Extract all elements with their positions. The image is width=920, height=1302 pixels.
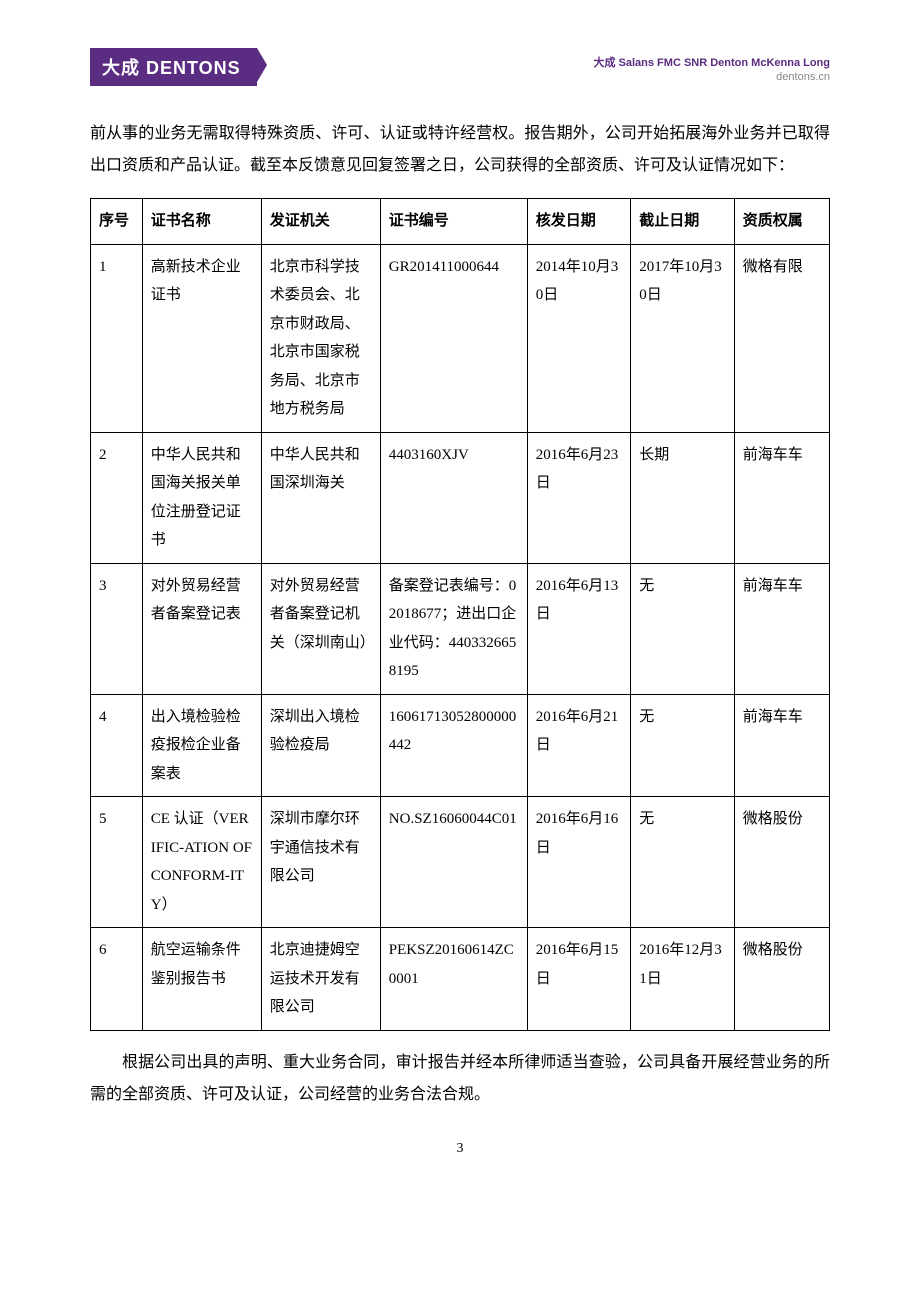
- th-end-date: 截止日期: [631, 199, 735, 245]
- cell-issuer: 北京迪捷姆空运技术开发有限公司: [261, 928, 380, 1031]
- cell-owner: 微格有限: [734, 244, 829, 432]
- th-issue-date: 核发日期: [527, 199, 631, 245]
- cell-cert-no: 4403160XJV: [380, 432, 527, 563]
- cell-end-date: 长期: [631, 432, 735, 563]
- cell-cert-no: 备案登记表编号：02018677；进出口企业代码：4403326658195: [380, 563, 527, 694]
- cell-end-date: 2017年10月30日: [631, 244, 735, 432]
- cell-cert-no: 16061713052800000442: [380, 694, 527, 797]
- cell-issue-date: 2016年6月23日: [527, 432, 631, 563]
- cell-cert-no: NO.SZ16060044C01: [380, 797, 527, 928]
- content-area: 前从事的业务无需取得特殊资质、许可、认证或特许经营权。报告期外，公司开始拓展海外…: [90, 118, 830, 1157]
- cell-issuer: 深圳市摩尔环宇通信技术有限公司: [261, 797, 380, 928]
- header-right-block: 大成 Salans FMC SNR Denton McKenna Long de…: [593, 56, 830, 85]
- cell-end-date: 2016年12月31日: [631, 928, 735, 1031]
- cell-issuer: 深圳出入境检验检疫局: [261, 694, 380, 797]
- cell-name: 中华人民共和国海关报关单位注册登记证书: [142, 432, 261, 563]
- th-owner: 资质权属: [734, 199, 829, 245]
- cell-name: 出入境检验检疫报检企业备案表: [142, 694, 261, 797]
- cell-end-date: 无: [631, 563, 735, 694]
- header-firm-name: 大成 Salans FMC SNR Denton McKenna Long: [593, 56, 830, 70]
- cell-owner: 微格股份: [734, 797, 829, 928]
- page-number: 3: [90, 1141, 830, 1157]
- cell-issue-date: 2016年6月15日: [527, 928, 631, 1031]
- cell-seq: 2: [91, 432, 143, 563]
- intro-paragraph: 前从事的业务无需取得特殊资质、许可、认证或特许经营权。报告期外，公司开始拓展海外…: [90, 118, 830, 182]
- cell-seq: 4: [91, 694, 143, 797]
- cell-issue-date: 2016年6月16日: [527, 797, 631, 928]
- th-name: 证书名称: [142, 199, 261, 245]
- cell-name: 对外贸易经营者备案登记表: [142, 563, 261, 694]
- cell-issuer: 中华人民共和国深圳海关: [261, 432, 380, 563]
- table-row: 2 中华人民共和国海关报关单位注册登记证书 中华人民共和国深圳海关 440316…: [91, 432, 830, 563]
- th-cert-no: 证书编号: [380, 199, 527, 245]
- conclusion-paragraph: 根据公司出具的声明、重大业务合同，审计报告并经本所律师适当查验，公司具备开展经营…: [90, 1047, 830, 1111]
- page-container: 大成 DENTONS 大成 Salans FMC SNR Denton McKe…: [0, 0, 920, 1217]
- cell-name: 航空运输条件鉴别报告书: [142, 928, 261, 1031]
- cell-issue-date: 2016年6月13日: [527, 563, 631, 694]
- cell-seq: 1: [91, 244, 143, 432]
- header-website: dentons.cn: [593, 70, 830, 84]
- cell-name: CE 认证（VERIFIC-ATION OF CONFORM-ITY）: [142, 797, 261, 928]
- cell-cert-no: PEKSZ20160614ZC0001: [380, 928, 527, 1031]
- cell-seq: 5: [91, 797, 143, 928]
- cell-issue-date: 2014年10月30日: [527, 244, 631, 432]
- cell-issuer: 北京市科学技术委员会、北京市财政局、北京市国家税务局、北京市地方税务局: [261, 244, 380, 432]
- brand-logo: 大成 DENTONS: [90, 48, 257, 86]
- cell-owner: 微格股份: [734, 928, 829, 1031]
- th-seq: 序号: [91, 199, 143, 245]
- cell-owner: 前海车车: [734, 694, 829, 797]
- table-row: 3 对外贸易经营者备案登记表 对外贸易经营者备案登记机关（深圳南山） 备案登记表…: [91, 563, 830, 694]
- cell-issue-date: 2016年6月21日: [527, 694, 631, 797]
- table-row: 5 CE 认证（VERIFIC-ATION OF CONFORM-ITY） 深圳…: [91, 797, 830, 928]
- th-issuer: 发证机关: [261, 199, 380, 245]
- table-row: 6 航空运输条件鉴别报告书 北京迪捷姆空运技术开发有限公司 PEKSZ20160…: [91, 928, 830, 1031]
- logo-badge: 大成 DENTONS: [90, 48, 257, 86]
- cell-owner: 前海车车: [734, 563, 829, 694]
- table-body: 1 高新技术企业证书 北京市科学技术委员会、北京市财政局、北京市国家税务局、北京…: [91, 244, 830, 1030]
- cell-end-date: 无: [631, 797, 735, 928]
- cell-issuer: 对外贸易经营者备案登记机关（深圳南山）: [261, 563, 380, 694]
- table-row: 1 高新技术企业证书 北京市科学技术委员会、北京市财政局、北京市国家税务局、北京…: [91, 244, 830, 432]
- cell-seq: 3: [91, 563, 143, 694]
- cell-name: 高新技术企业证书: [142, 244, 261, 432]
- cell-seq: 6: [91, 928, 143, 1031]
- cell-cert-no: GR201411000644: [380, 244, 527, 432]
- cell-owner: 前海车车: [734, 432, 829, 563]
- table-header-row: 序号 证书名称 发证机关 证书编号 核发日期 截止日期 资质权属: [91, 199, 830, 245]
- cell-end-date: 无: [631, 694, 735, 797]
- table-row: 4 出入境检验检疫报检企业备案表 深圳出入境检验检疫局 160617130528…: [91, 694, 830, 797]
- qualifications-table: 序号 证书名称 发证机关 证书编号 核发日期 截止日期 资质权属 1 高新技术企…: [90, 198, 830, 1031]
